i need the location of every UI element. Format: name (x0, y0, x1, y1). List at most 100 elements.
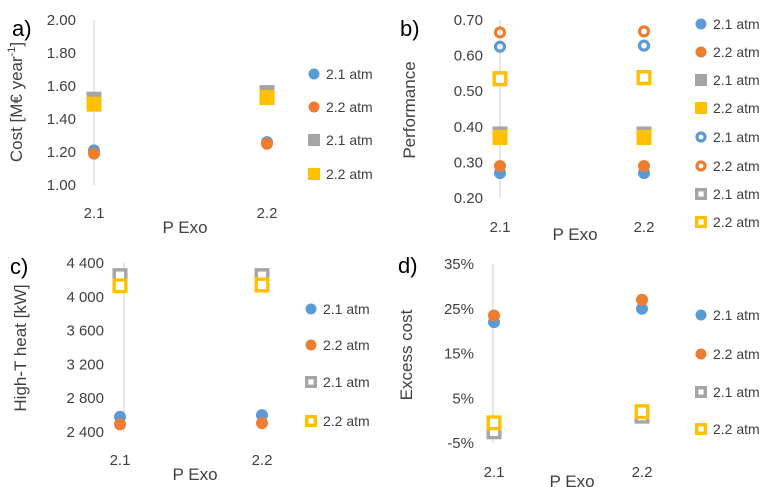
x-tick-label: 2.1 (110, 452, 131, 469)
legend-label: 2.2 atm (713, 346, 760, 362)
data-point (494, 159, 506, 172)
legend-label: 2.1 atm (713, 307, 760, 323)
legend-marker (695, 309, 707, 321)
data-point (636, 129, 652, 145)
data-point (493, 40, 507, 53)
data-point (486, 415, 502, 431)
y-tick-label: 0.40 (454, 119, 483, 136)
y-tick-label: 3 200 (66, 356, 104, 373)
y-tick-label: 2.00 (47, 12, 76, 29)
x-axis-title: P Exo (549, 472, 594, 487)
legend: 2.1 atm 2.2 atm 2.1 atm 2.2 atm (308, 66, 373, 182)
legend-marker (695, 348, 707, 360)
x-axis-title: P Exo (172, 465, 217, 484)
y-axis-title: Performance (400, 61, 419, 158)
data-point (636, 293, 648, 306)
legend-marker (305, 339, 317, 351)
y-tick-label: 1.00 (47, 177, 76, 194)
data-point (256, 417, 268, 430)
legend-label: 2.1 atm (713, 384, 760, 400)
y-axis-title-text: High-T heat [kW] (11, 284, 30, 411)
data-point (493, 26, 507, 39)
y-axis-title-text: Cost [M€ year (7, 56, 26, 162)
y-tick-label: 1.60 (47, 78, 76, 95)
legend-label: 2.1 atm (326, 66, 373, 82)
legend-label: 2.2 atm (323, 337, 370, 353)
x-tick-label: 2.1 (484, 464, 505, 481)
legend-label: 2.1 atm (713, 129, 760, 145)
data-point (86, 96, 102, 112)
data-point (488, 309, 500, 322)
legend-marker (305, 303, 317, 315)
y-tick-label: 1.20 (47, 144, 76, 161)
y-tick-label: 15% (444, 346, 474, 363)
legend: 2.1 atm 2.2 atm 2.1 atm 2.2 atm (695, 307, 760, 437)
x-tick-label: 2.1 (490, 219, 511, 236)
panel-letter: b) (400, 16, 420, 41)
legend-label: 2.2 atm (713, 44, 760, 60)
legend-marker (695, 386, 708, 399)
data-point (637, 39, 651, 52)
y-tick-label: 0.20 (454, 190, 483, 207)
x-tick-label: 2.2 (257, 205, 278, 222)
data-point (254, 277, 270, 293)
y-tick-label: 4 000 (66, 289, 104, 306)
y-axis-title: Excess cost (397, 309, 416, 400)
legend-marker (308, 168, 320, 180)
chart-panel-2: b) 0.70 0.60 0.50 0.40 0.30 0.20 2.1 2.2 P Exo Per… (400, 12, 760, 244)
legend-marker (695, 131, 707, 143)
legend-label: 2.1 atm (326, 132, 373, 148)
y-axis-title: Cost [M€ year-1] (6, 42, 26, 162)
legend-marker (695, 102, 707, 114)
y-axis-title-text: Excess cost (397, 309, 416, 400)
y-tick-label: -5% (447, 435, 474, 452)
data-point (114, 418, 126, 431)
legend-marker (695, 423, 708, 436)
legend-label: 2.2 atm (713, 214, 760, 230)
legend-marker (695, 46, 707, 58)
x-tick-label: 2.2 (634, 219, 655, 236)
y-tick-label: 1.80 (47, 45, 76, 62)
y-tick-label: 0.70 (454, 12, 483, 29)
data-point (634, 404, 650, 420)
legend-marker (695, 74, 707, 86)
y-tick-label: 2 400 (66, 424, 104, 441)
y-axis-title-text: Performance (400, 61, 419, 158)
x-tick-label: 2.2 (252, 452, 273, 469)
legend-marker (695, 160, 707, 172)
x-tick-label: 2.1 (84, 205, 105, 222)
data-point (636, 70, 652, 86)
y-tick-label: 4 400 (66, 255, 104, 272)
x-tick-label: 2.2 (632, 464, 653, 481)
legend-marker (308, 68, 320, 80)
chart-panel-4: d) 35% 25% 15% 5% -5% 2.1 2.2 P Exo Excess cost 2.… (397, 253, 760, 487)
legend-label: 2.2 atm (713, 100, 760, 116)
data-point (638, 159, 650, 172)
y-tick-label: 2 800 (66, 390, 104, 407)
data-point (492, 129, 508, 145)
legend-label: 2.2 atm (326, 99, 373, 115)
y-axis-title: High-T heat [kW] (11, 284, 30, 411)
y-axis-title-superscript: -1 (6, 47, 18, 57)
data-point (259, 90, 275, 106)
legend: 2.1 atm 2.2 atm 2.1 atm 2.2 atm 2.1 atm 2.2 a… (695, 16, 760, 230)
y-tick-label: 5% (452, 390, 474, 407)
legend-label: 2.1 atm (713, 72, 760, 88)
data-point (637, 25, 651, 38)
x-axis-title: P Exo (552, 225, 597, 244)
legend-label: 2.1 atm (713, 16, 760, 32)
data-point (88, 147, 100, 160)
y-tick-label: 0.50 (454, 83, 483, 100)
chart-panel-1: a) 2.00 1.80 1.60 1.40 1.20 1.00 2.1 2.2 P Exo Cos… (6, 12, 373, 237)
legend-label: 2.1 atm (323, 301, 370, 317)
y-tick-label: 1.40 (47, 111, 76, 128)
data-point (112, 278, 128, 294)
x-axis-title: P Exo (162, 218, 207, 237)
legend: 2.1 atm 2.2 atm 2.1 atm 2.2 atm (305, 301, 370, 429)
panel-letter: a) (12, 16, 32, 41)
data-point (261, 137, 273, 150)
data-point (492, 71, 508, 87)
panel-letter: c) (10, 254, 28, 279)
legend-marker (695, 18, 707, 30)
